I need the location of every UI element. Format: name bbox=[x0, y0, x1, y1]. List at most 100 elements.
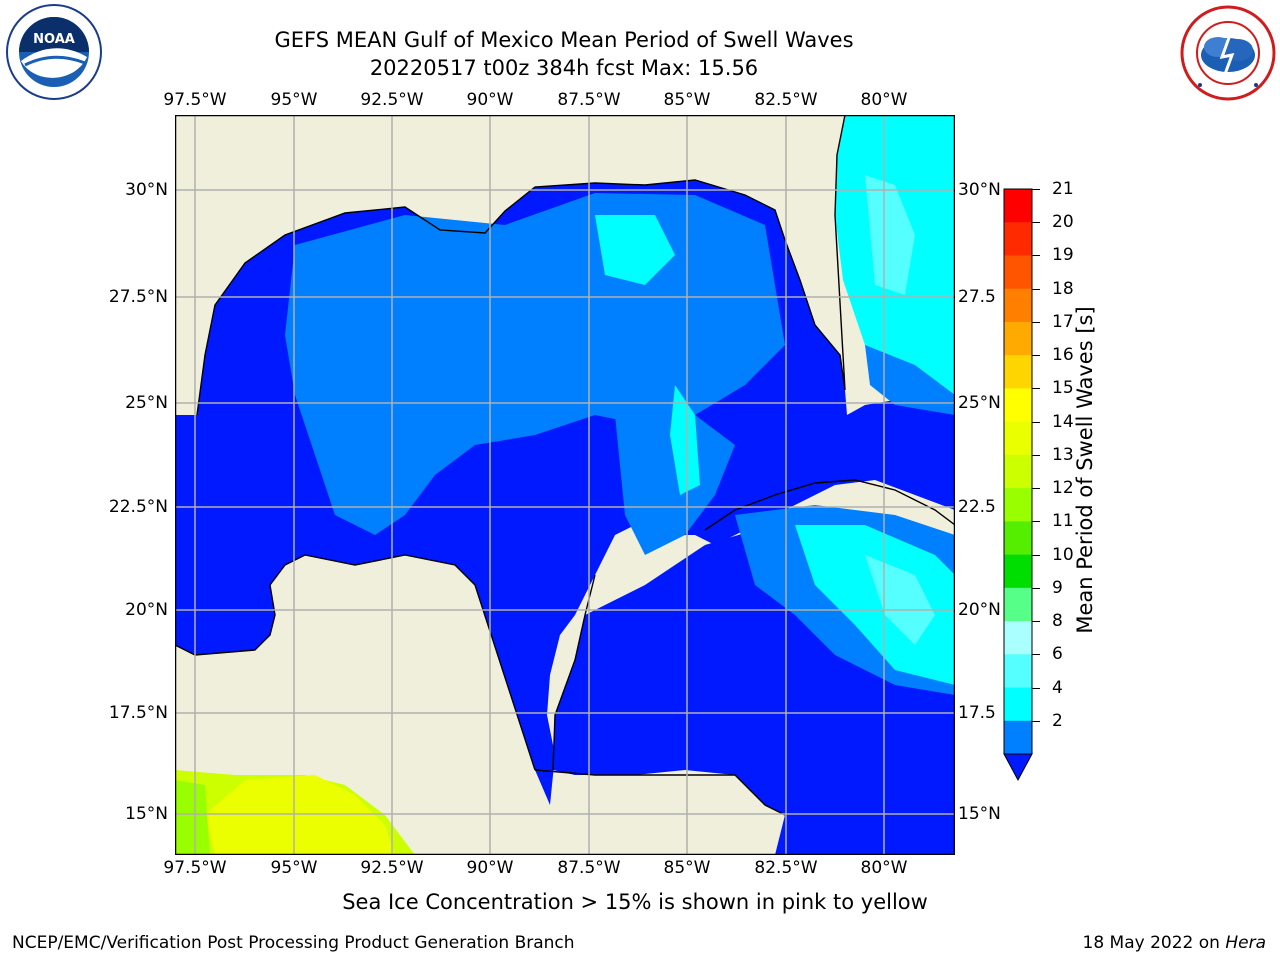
colorbar-tick-label: 12 bbox=[1052, 478, 1074, 499]
colorbar-tick-label: 2 bbox=[1052, 710, 1063, 731]
lon-label: 87.5°W bbox=[557, 90, 621, 110]
swell-patch bbox=[615, 415, 735, 555]
colorbar-frame bbox=[1003, 188, 1033, 755]
colorbar-swatch bbox=[1004, 355, 1032, 389]
swell-patch bbox=[670, 385, 700, 495]
colorbar-tick-mark bbox=[1032, 189, 1040, 190]
colorbar-tick-label: 9 bbox=[1052, 577, 1063, 598]
colorbar-swatch bbox=[1004, 621, 1032, 655]
swell-patches bbox=[175, 175, 955, 855]
nws-logo bbox=[1180, 5, 1276, 101]
lon-label: 92.5°W bbox=[360, 858, 424, 878]
colorbar-swatch bbox=[1004, 454, 1032, 489]
colorbar-tick-mark bbox=[1032, 421, 1040, 423]
colorbar-swatch bbox=[1004, 720, 1032, 755]
lat-label: 30°N bbox=[125, 180, 168, 200]
lat-label: 17.5 bbox=[958, 703, 996, 723]
lat-label: 15°N bbox=[958, 804, 1001, 824]
colorbar-tick-mark bbox=[1032, 255, 1040, 257]
noaa-logo: NOAA bbox=[5, 3, 103, 101]
lon-label: 80°W bbox=[860, 858, 908, 878]
colorbar-swatch bbox=[1004, 554, 1032, 589]
colorbar-tick-mark bbox=[1032, 687, 1040, 689]
colorbar-tick-mark bbox=[1032, 720, 1040, 722]
swell-patch bbox=[285, 193, 785, 535]
lat-label: 25°N bbox=[958, 393, 1001, 413]
chart-subtitle: 20220517 t00z 384h fcst Max: 15.56 bbox=[369, 56, 759, 80]
lon-label: 97.5°W bbox=[163, 90, 227, 110]
swell-patch bbox=[865, 175, 915, 295]
lat-label: 20°N bbox=[958, 600, 1001, 620]
colorbar-tick-mark bbox=[1032, 587, 1040, 589]
swell-patch bbox=[205, 775, 395, 855]
colorbar-tick-label: 10 bbox=[1052, 544, 1074, 565]
colorbar-tick-mark bbox=[1032, 654, 1040, 656]
colorbar-swatch bbox=[1004, 587, 1032, 622]
colorbar bbox=[1000, 185, 1040, 785]
map-canvas bbox=[174, 114, 956, 856]
colorbar-swatch bbox=[1004, 421, 1032, 456]
colorbar-tick-label: 21 bbox=[1052, 179, 1074, 199]
colorbar-tick-label: 14 bbox=[1052, 411, 1074, 432]
lat-label: 15°N bbox=[125, 804, 168, 824]
colorbar-tick-mark bbox=[1032, 222, 1040, 224]
colorbar-tick-label: 19 bbox=[1052, 245, 1074, 266]
colorbar-tick-label: 18 bbox=[1052, 278, 1074, 299]
chart-title: GEFS MEAN Gulf of Mexico Mean Period of … bbox=[274, 28, 854, 52]
lon-label: 87.5°W bbox=[557, 858, 621, 878]
map-frame bbox=[174, 114, 956, 856]
lat-label: 27.5°N bbox=[108, 287, 168, 307]
colorbar-swatch bbox=[1004, 654, 1032, 689]
colorbar-tick-mark bbox=[1032, 355, 1040, 357]
coastline bbox=[196, 114, 846, 416]
lat-label: 22.5°N bbox=[108, 497, 168, 517]
colorbar-tick-mark bbox=[1032, 288, 1040, 290]
colorbar-tick-label: 20 bbox=[1052, 212, 1074, 233]
colorbar-tick-label: 16 bbox=[1052, 345, 1074, 366]
swell-patch bbox=[865, 555, 935, 645]
lat-label: 25°N bbox=[125, 393, 168, 413]
colorbar-tick-label: 17 bbox=[1052, 311, 1074, 332]
colorbar-tick-mark bbox=[1032, 521, 1040, 523]
lat-label: 30°N bbox=[958, 180, 1001, 200]
swell-patch bbox=[595, 215, 675, 285]
colorbar-swatch bbox=[1004, 321, 1032, 356]
colorbar-tick-mark bbox=[1032, 321, 1040, 323]
lon-label: 82.5°W bbox=[754, 90, 818, 110]
footer-date: 18 May 2022 on Hera bbox=[1083, 933, 1267, 953]
swell-patch bbox=[865, 345, 955, 415]
colorbar-tick-mark bbox=[1032, 621, 1040, 623]
lat-label: 20°N bbox=[125, 600, 168, 620]
lon-label: 80°W bbox=[860, 90, 908, 110]
map-grid bbox=[175, 115, 955, 855]
colorbar-swatch bbox=[1004, 687, 1032, 722]
lon-label: 90°W bbox=[466, 90, 514, 110]
colorbar-label: Mean Period of Swell Waves [s] bbox=[1073, 306, 1097, 634]
coastline-yucatan bbox=[174, 554, 536, 771]
lat-label: 17.5°N bbox=[108, 703, 168, 723]
colorbar-tick-mark bbox=[1032, 388, 1040, 390]
swell-patch bbox=[175, 780, 210, 855]
colorbar-swatch bbox=[1004, 388, 1032, 423]
colorbar-tick-label: 4 bbox=[1052, 677, 1063, 698]
colorbar-tick-label: 13 bbox=[1052, 444, 1074, 465]
colorbar-tick-label: 8 bbox=[1052, 611, 1063, 632]
lat-label: 22.5 bbox=[958, 497, 996, 517]
lon-label: 85°W bbox=[663, 858, 711, 878]
lon-label: 95°W bbox=[270, 90, 318, 110]
footer-credit: NCEP/EMC/Verification Post Processing Pr… bbox=[12, 933, 575, 953]
colorbar-extend-arrow bbox=[1003, 753, 1033, 782]
colorbar-tick-mark bbox=[1032, 454, 1040, 456]
colorbar-tick-label: 15 bbox=[1052, 378, 1074, 399]
footer-date-text: 18 May 2022 on bbox=[1082, 933, 1226, 953]
lat-label: 27.5 bbox=[958, 287, 996, 307]
colorbar-tick-mark bbox=[1032, 488, 1040, 490]
footer-machine: Hera bbox=[1225, 933, 1266, 953]
colorbar-swatch bbox=[1004, 288, 1032, 323]
colorbar-tick-label: 11 bbox=[1052, 511, 1074, 532]
colorbar-tick-mark bbox=[1032, 554, 1040, 556]
lon-label: 85°W bbox=[663, 90, 711, 110]
lon-label: 95°W bbox=[270, 858, 318, 878]
sea-ice-note: Sea Ice Concentration > 15% is shown in … bbox=[342, 890, 928, 914]
lon-label: 82.5°W bbox=[754, 858, 818, 878]
